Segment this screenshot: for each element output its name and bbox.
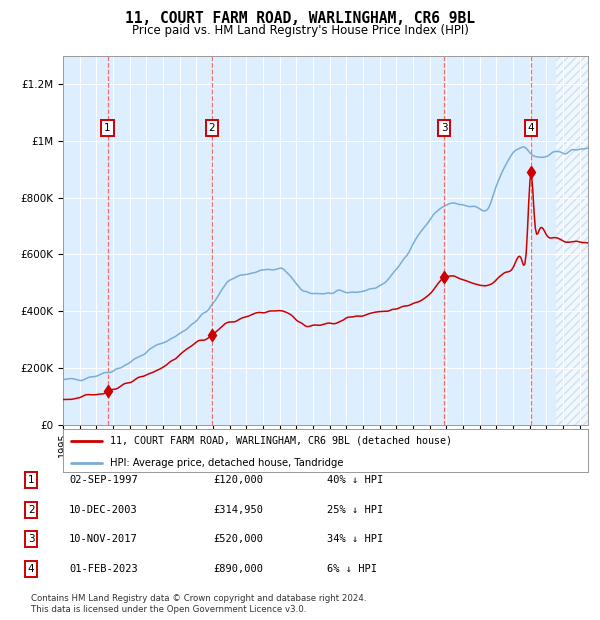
Text: HPI: Average price, detached house, Tandridge: HPI: Average price, detached house, Tand…: [110, 458, 344, 468]
Text: £520,000: £520,000: [213, 534, 263, 544]
Text: Contains HM Land Registry data © Crown copyright and database right 2024.
This d: Contains HM Land Registry data © Crown c…: [31, 595, 367, 614]
Text: 25% ↓ HPI: 25% ↓ HPI: [327, 505, 383, 515]
Text: 4: 4: [527, 123, 535, 133]
Text: 11, COURT FARM ROAD, WARLINGHAM, CR6 9BL (detached house): 11, COURT FARM ROAD, WARLINGHAM, CR6 9BL…: [110, 436, 452, 446]
Text: 40% ↓ HPI: 40% ↓ HPI: [327, 475, 383, 485]
Text: £120,000: £120,000: [213, 475, 263, 485]
Text: 01-FEB-2023: 01-FEB-2023: [69, 564, 138, 574]
Text: 2: 2: [209, 123, 215, 133]
Text: Price paid vs. HM Land Registry's House Price Index (HPI): Price paid vs. HM Land Registry's House …: [131, 24, 469, 37]
Text: £890,000: £890,000: [213, 564, 263, 574]
Text: 1: 1: [28, 475, 35, 485]
Text: 2: 2: [28, 505, 35, 515]
Bar: [556, 56, 588, 425]
Text: 4: 4: [28, 564, 35, 574]
Text: 02-SEP-1997: 02-SEP-1997: [69, 475, 138, 485]
Text: 10-DEC-2003: 10-DEC-2003: [69, 505, 138, 515]
Text: £314,950: £314,950: [213, 505, 263, 515]
Text: 3: 3: [28, 534, 35, 544]
Text: 3: 3: [440, 123, 448, 133]
Text: 34% ↓ HPI: 34% ↓ HPI: [327, 534, 383, 544]
Text: 11, COURT FARM ROAD, WARLINGHAM, CR6 9BL: 11, COURT FARM ROAD, WARLINGHAM, CR6 9BL: [125, 11, 475, 26]
Text: 10-NOV-2017: 10-NOV-2017: [69, 534, 138, 544]
Text: 6% ↓ HPI: 6% ↓ HPI: [327, 564, 377, 574]
Text: 1: 1: [104, 123, 111, 133]
